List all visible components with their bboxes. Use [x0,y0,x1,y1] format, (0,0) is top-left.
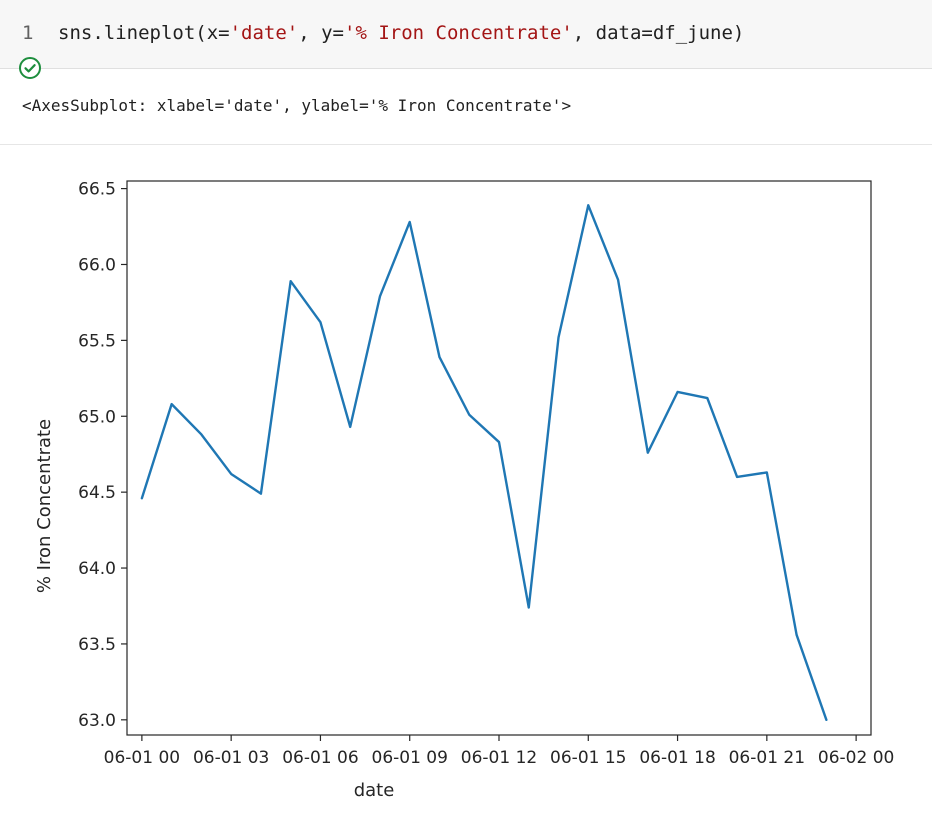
x-tick-label: 06-01 18 [639,748,715,768]
line-number: 1 [22,22,34,44]
line-chart: 63.0 63.5 64.0 64.5 65.0 65.5 66.0 66.5 06-01 00… [34,180,894,801]
output-repr: <AxesSubplot: xlabel='date', ylabel='% I… [22,96,572,115]
y-tick-label: 63.0 [78,711,116,731]
check-circle-icon [19,57,41,79]
y-tick-label: 64.0 [78,559,116,579]
series-line [140,204,828,722]
output-divider [0,144,932,145]
y-tick-label: 65.5 [78,331,116,351]
y-tick-label: 63.5 [78,635,116,655]
y-tick-label: 65.0 [78,407,116,427]
y-tick-label: 66.5 [78,180,116,200]
code-prefix: sns.lineplot(x= [58,22,230,44]
x-tick-label: 06-01 03 [193,748,269,768]
x-tick-label: 06-01 21 [729,748,805,768]
y-tick-label: 66.0 [78,255,116,275]
x-tick-label: 06-01 12 [461,748,537,768]
x-axis-label: date [354,780,395,801]
y-tick-label: 64.5 [78,483,116,503]
code-x-arg: 'date' [229,22,299,44]
code-y-arg: '% Iron Concentrate' [344,22,573,44]
code-cell[interactable]: 1 sns.lineplot(x='date', y='% Iron Conce… [0,0,932,69]
code-mid: , y= [298,22,344,44]
x-tick-label: 06-02 00 [818,748,894,768]
x-tick-label: 06-01 00 [104,748,180,768]
code-line[interactable]: sns.lineplot(x='date', y='% Iron Concent… [58,22,744,44]
plot-frame [126,180,872,736]
y-axis-label: % Iron Concentrate [34,419,55,593]
x-tick-label: 06-01 15 [550,748,626,768]
code-suffix: , data=df_june) [572,22,745,44]
x-tick-label: 06-01 09 [372,748,448,768]
x-tick-label: 06-01 06 [282,748,358,768]
